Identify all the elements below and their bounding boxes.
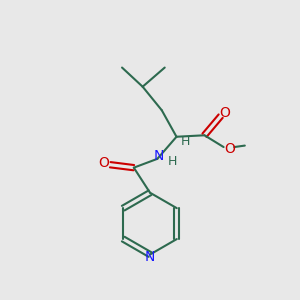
Text: O: O	[98, 156, 109, 170]
Text: H: H	[167, 155, 177, 168]
Text: O: O	[220, 106, 230, 120]
Text: N: N	[153, 149, 164, 163]
Text: H: H	[181, 135, 190, 148]
Text: N: N	[145, 250, 155, 264]
Text: O: O	[224, 142, 235, 155]
